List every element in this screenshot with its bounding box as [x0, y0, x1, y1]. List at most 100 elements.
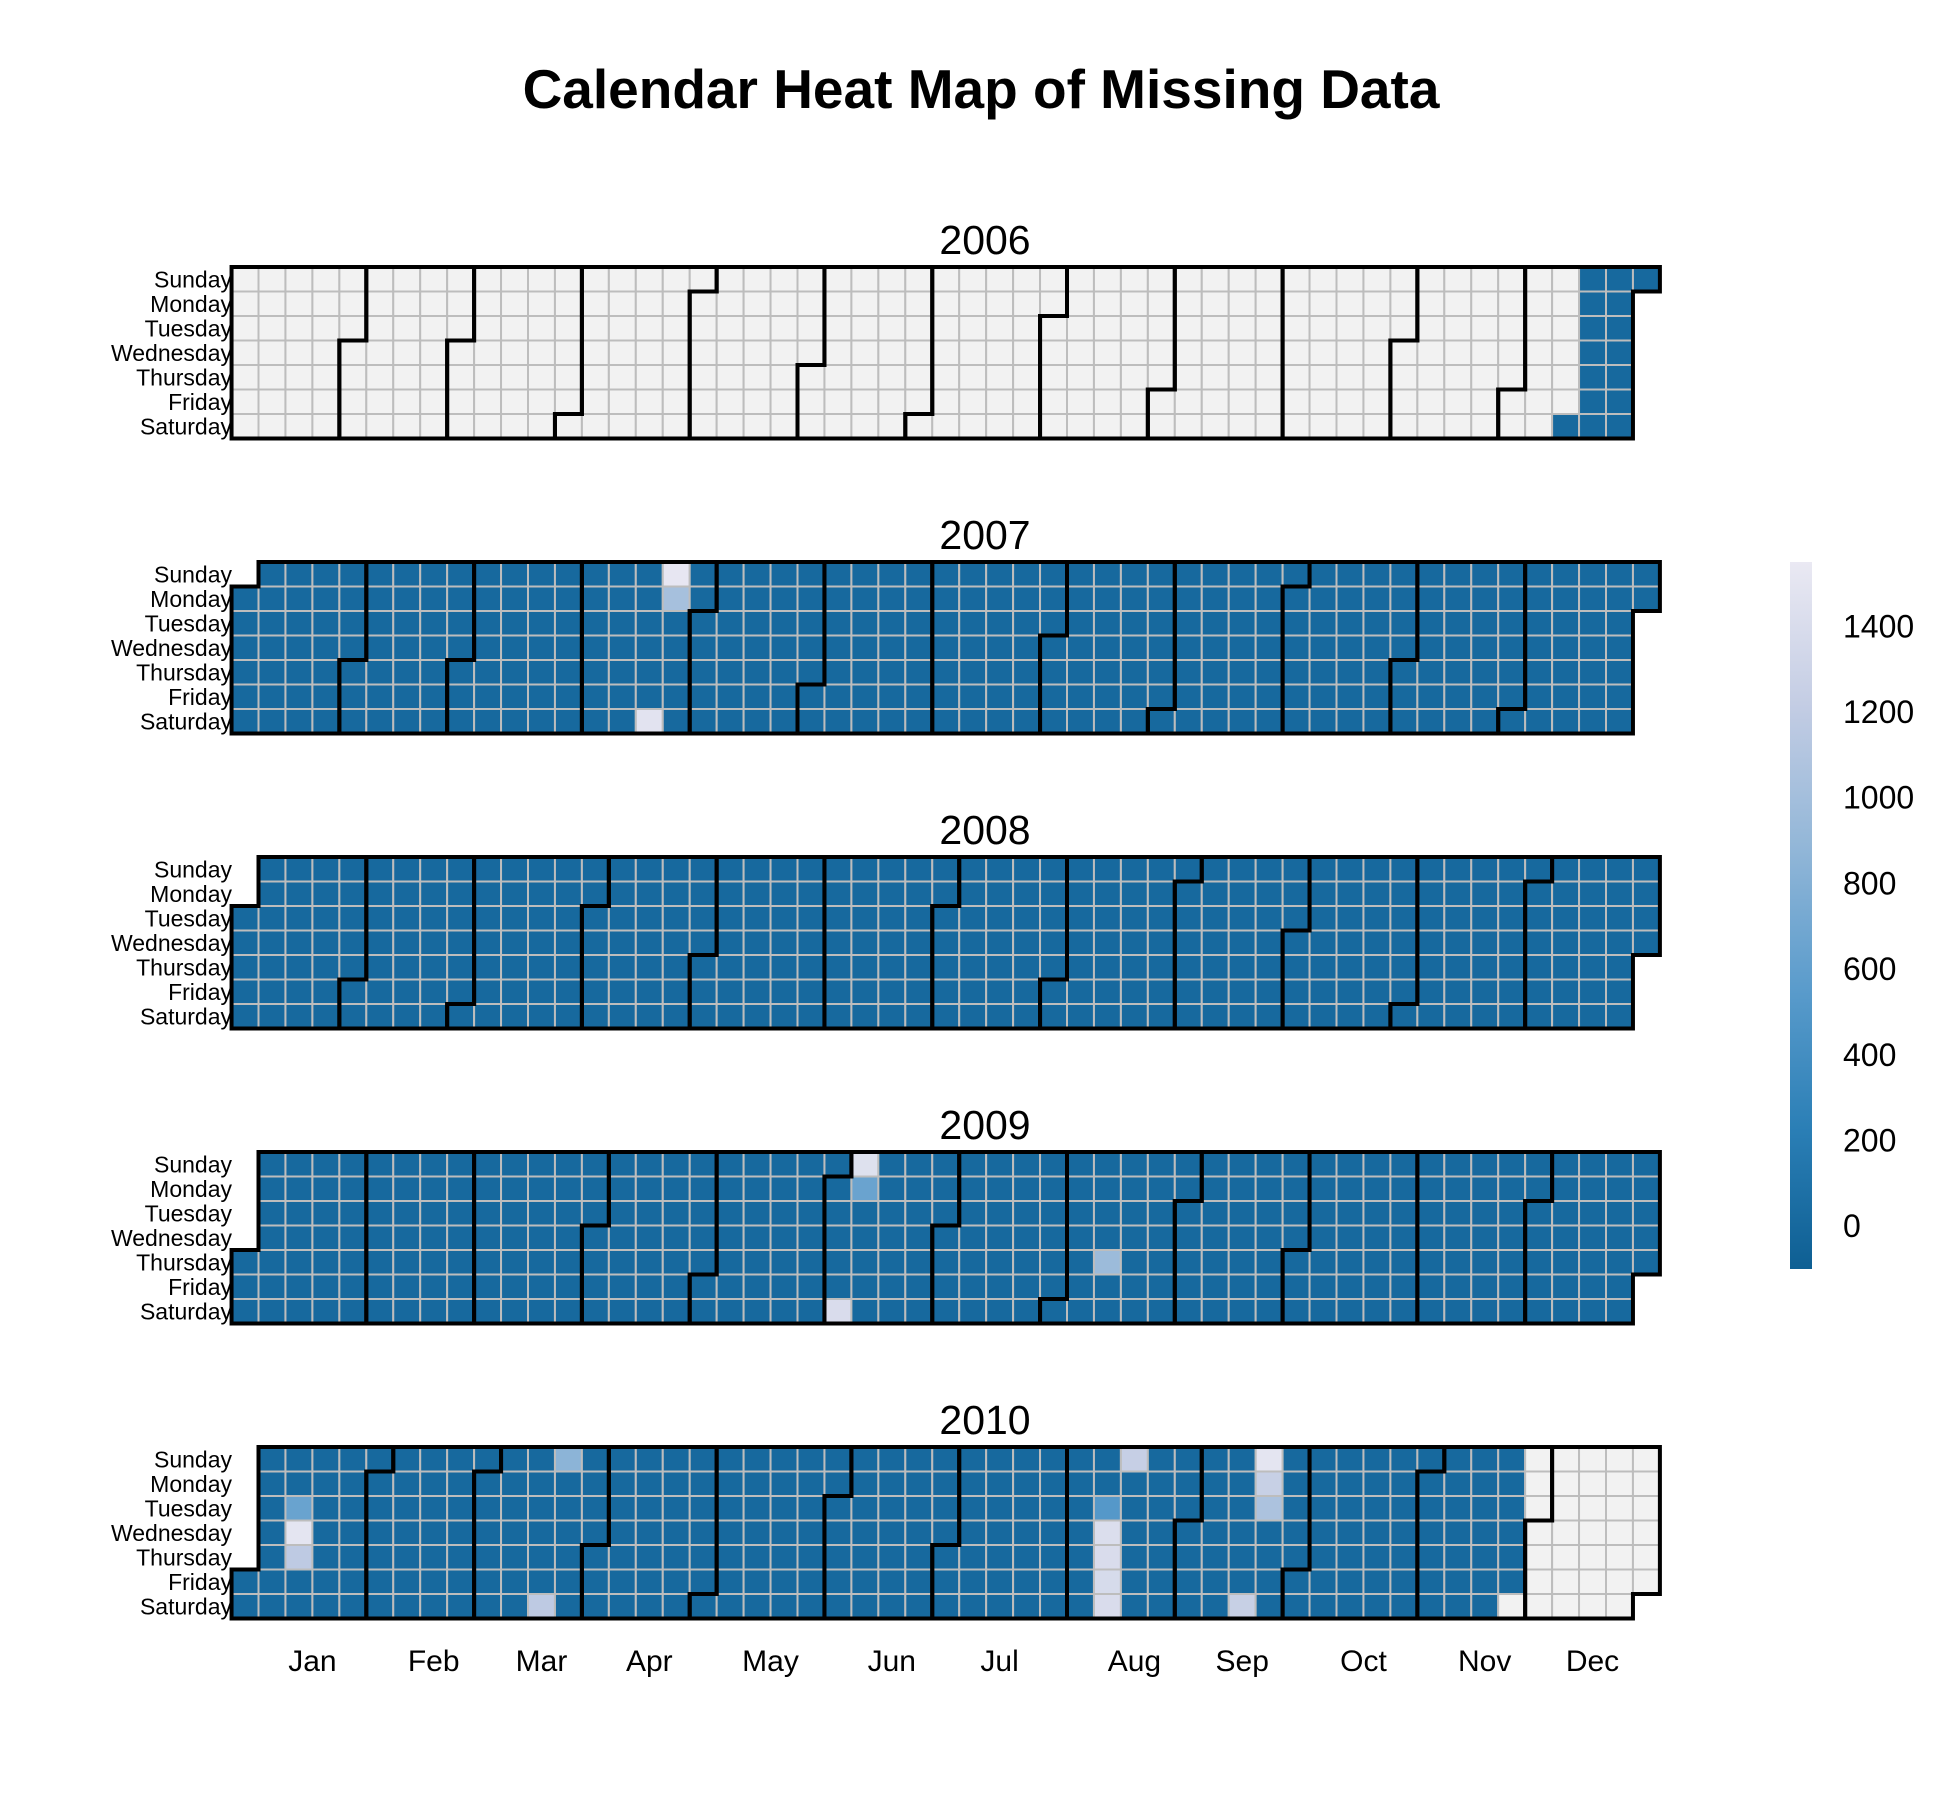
heatmap-cell — [742, 339, 772, 366]
heatmap-cell — [580, 880, 610, 907]
heatmap-cell — [1173, 388, 1203, 415]
heatmap-cell — [1551, 610, 1581, 637]
heatmap-cell — [634, 1519, 664, 1546]
heatmap-cell — [392, 1519, 422, 1546]
heatmap-cell — [823, 1544, 853, 1571]
heatmap-cell — [1578, 954, 1608, 981]
heatmap-cell — [365, 856, 395, 883]
weekday-label: Tuesday — [145, 1495, 233, 1521]
heatmap-cell — [1497, 1249, 1527, 1276]
heatmap-cell — [1551, 1519, 1581, 1546]
heatmap-cell — [607, 413, 637, 440]
heatmap-cell — [769, 954, 799, 981]
heatmap-cell — [1443, 585, 1473, 612]
heatmap-cell — [1119, 388, 1149, 415]
heatmap-cell — [311, 561, 341, 588]
heatmap-cell — [1389, 1224, 1419, 1251]
heatmap-cell — [1281, 978, 1311, 1005]
heatmap-cell — [257, 339, 287, 366]
heatmap-cell — [607, 585, 637, 612]
heatmap-cell — [1308, 1175, 1338, 1202]
heatmap-cell — [1200, 659, 1230, 686]
heatmap-cell — [284, 1249, 314, 1276]
heatmap-cell — [1443, 1224, 1473, 1251]
heatmap-cell — [553, 1224, 583, 1251]
heatmap-cell — [311, 610, 341, 637]
heatmap-cell — [985, 388, 1015, 415]
heatmap-cell — [1119, 610, 1149, 637]
heatmap-cell — [688, 610, 718, 637]
heatmap-cell — [1389, 954, 1419, 981]
heatmap-cell — [1362, 585, 1392, 612]
heatmap-cell — [958, 1273, 988, 1300]
heatmap-cell — [796, 978, 826, 1005]
heatmap-cell — [1254, 585, 1284, 612]
heatmap-cell — [1443, 339, 1473, 366]
heatmap-cell — [1524, 1298, 1554, 1325]
heatmap-cell — [1066, 610, 1095, 637]
heatmap-cell — [1092, 929, 1122, 956]
heatmap-cell — [1092, 1544, 1122, 1571]
legend-tick-label: 400 — [1843, 1037, 1896, 1073]
heatmap-cell — [1012, 1003, 1042, 1030]
heatmap-cell — [904, 880, 934, 907]
heatmap-cell — [1012, 978, 1042, 1005]
heatmap-cell — [1605, 1519, 1634, 1546]
heatmap-cell — [1605, 856, 1634, 883]
heatmap-cell — [392, 1151, 422, 1178]
heatmap-cell — [958, 1593, 988, 1620]
heatmap-cell — [1173, 1249, 1203, 1276]
heatmap-cell — [1227, 1568, 1257, 1595]
heatmap-cell — [1200, 388, 1230, 415]
heatmap-cell — [904, 1470, 934, 1497]
heatmap-cell — [1497, 1544, 1527, 1571]
heatmap-cell — [661, 708, 691, 735]
heatmap-cell — [284, 634, 314, 661]
heatmap-cell — [742, 929, 772, 956]
month-outline — [1496, 560, 1662, 736]
heatmap-cell — [823, 1298, 853, 1325]
heatmap-cell — [230, 290, 260, 317]
heatmap-cell — [634, 1175, 664, 1202]
heatmap-cell — [634, 1200, 664, 1227]
heatmap-cell — [284, 1544, 314, 1571]
heatmap-cell — [1524, 1249, 1554, 1276]
heatmap-cell — [904, 266, 934, 293]
heatmap-cell — [392, 315, 422, 342]
heatmap-cell — [1254, 929, 1284, 956]
heatmap-cell — [311, 978, 341, 1005]
heatmap-cell — [1470, 856, 1500, 883]
heatmap-cell — [500, 856, 529, 883]
heatmap-cell — [985, 1151, 1015, 1178]
heatmap-cell — [1524, 1495, 1554, 1522]
heatmap-cell — [1254, 683, 1284, 710]
heatmap-cell — [985, 1298, 1015, 1325]
heatmap-cell — [931, 1544, 961, 1571]
heatmap-cell — [1335, 1151, 1365, 1178]
heatmap-cell — [1416, 905, 1446, 932]
heatmap-cell — [661, 1200, 691, 1227]
heatmap-cell — [500, 1298, 529, 1325]
heatmap-cell — [1200, 880, 1230, 907]
heatmap-cell — [580, 315, 610, 342]
heatmap-cell — [1551, 561, 1581, 588]
heatmap-cell — [958, 561, 988, 588]
heatmap-cell — [1443, 561, 1473, 588]
heatmap-cell — [230, 708, 260, 735]
heatmap-cell — [1497, 1224, 1527, 1251]
heatmap-cell — [1470, 954, 1500, 981]
heatmap-cell — [688, 339, 718, 366]
heatmap-cell — [715, 1568, 745, 1595]
heatmap-cell — [1389, 905, 1419, 932]
heatmap-cell — [1524, 978, 1554, 1005]
heatmap-cell — [1362, 929, 1392, 956]
heatmap-cell — [1416, 1495, 1446, 1522]
heatmap-cell — [580, 954, 610, 981]
heatmap-cell — [1254, 1200, 1284, 1227]
heatmap-cell — [958, 856, 988, 883]
heatmap-cell — [1119, 1593, 1149, 1620]
month-boundaries-2008 — [229, 855, 1662, 1031]
heatmap-cell — [311, 339, 341, 366]
weekday-label: Tuesday — [145, 905, 233, 931]
heatmap-cell — [500, 1470, 529, 1497]
